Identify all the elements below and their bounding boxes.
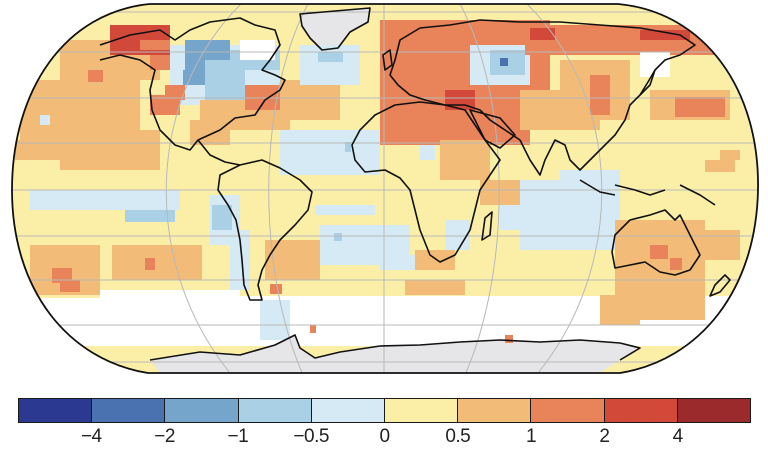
colorbar-tick-label: 2 (599, 426, 610, 447)
colorbar-tick-labels: −4 −2 −1 −0.5 0 0.5 1 2 4 (18, 426, 751, 450)
anomaly-grid (12, 4, 759, 373)
coastlines (99, 7, 731, 361)
colorbar-tick-label: 0 (379, 426, 390, 447)
colorbar-bin-05-1 (458, 399, 532, 422)
colorbar-bin-neg4-neg2 (92, 399, 166, 422)
colorbar-legend (18, 398, 751, 423)
colorbar-bin-2-4 (604, 399, 678, 422)
colorbar-bin-1-2 (531, 399, 605, 422)
colorbar-bin-neg2-neg1 (165, 399, 239, 422)
colorbar-tick-label: −1 (227, 426, 249, 447)
colorbar-tick-label: −2 (154, 426, 175, 447)
map-svg (11, 3, 759, 374)
colorbar-bin-neg05-0 (311, 399, 386, 422)
colorbar-bin-gt-4 (677, 399, 751, 422)
world-temperature-anomaly-map (11, 3, 759, 374)
colorbar-bin-neg1-neg05 (238, 399, 312, 422)
colorbar-bin-lt-neg4 (19, 399, 93, 422)
colorbar-tick-label: 1 (526, 426, 537, 447)
colorbar-tick-label: −4 (80, 426, 102, 447)
colorbar-tick-label: 4 (672, 426, 684, 447)
colorbar-tick-label: 0.5 (445, 426, 471, 447)
colorbar-bin-0-05 (385, 399, 459, 422)
globe-outline (11, 3, 759, 374)
colorbar-tick-label: −0.5 (293, 426, 329, 447)
